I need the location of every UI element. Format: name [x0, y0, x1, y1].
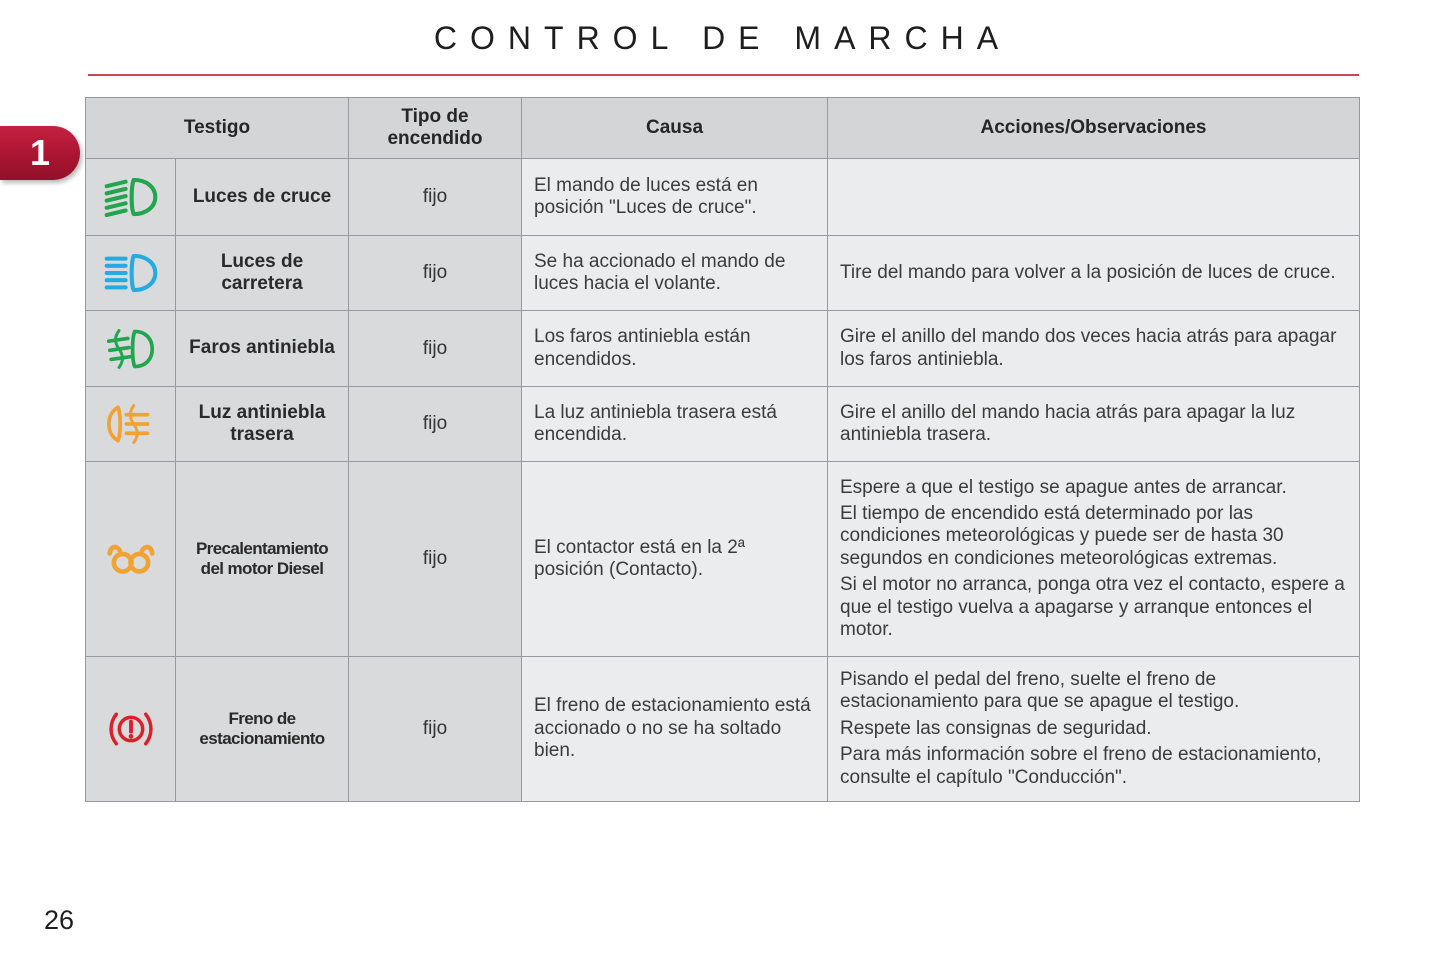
chapter-number: 1 [29, 132, 51, 173]
rear-fog-icon [85, 386, 176, 462]
table-row: Luces de cruce fijo El mando de luces es… [85, 158, 1360, 236]
warning-lights-table: Testigo Tipo de encendido Causa Acciones… [85, 97, 1360, 802]
chapter-tab: 1 [0, 126, 80, 180]
accion-paragraph: Si el motor no arranca, ponga otra vez e… [840, 574, 1345, 641]
table-row: Faros antiniebla fijo Los faros antinieb… [85, 310, 1360, 387]
testigo-label: Freno de estacionamiento [175, 656, 349, 802]
testigo-label: Faros antiniebla [175, 310, 349, 387]
causa-paragraph: Se ha accionado el mando de luces hacia … [534, 250, 786, 294]
causa-text: Se ha accionado el mando de luces hacia … [521, 235, 828, 311]
causa-text: El mando de luces está en posición "Luce… [521, 158, 828, 236]
page-title: CONTROL DE MARCHA [433, 20, 1012, 56]
page-number: 26 [44, 905, 75, 935]
acciones-text: Tire del mando para volver a la posición… [827, 235, 1360, 311]
causa-paragraph: La luz antiniebla trasera está encendida… [534, 401, 777, 445]
tipo-value: fijo [348, 656, 522, 802]
testigo-label: Luces de cruce [175, 158, 349, 236]
causa-paragraph: El contactor está en la 2ª posición (Con… [534, 536, 745, 580]
accion-paragraph: Tire del mando para volver a la posición… [840, 261, 1336, 283]
acciones-text: Pisando el pedal del freno, suelte el fr… [827, 656, 1360, 802]
tipo-value: fijo [348, 158, 522, 236]
causa-paragraph: El freno de estacionamiento está acciona… [534, 695, 811, 762]
title-rule [88, 74, 1359, 76]
table-row: Luces de carretera fijo Se ha accionado … [85, 235, 1360, 311]
front-fog-icon [85, 310, 176, 387]
causa-text: El freno de estacionamiento está acciona… [521, 656, 828, 802]
table-row: Precalentamiento del motor Diesel fijo E… [85, 461, 1360, 657]
causa-text: El contactor está en la 2ª posición (Con… [521, 461, 828, 657]
header-causa: Causa [521, 97, 828, 159]
table-row: Luz antiniebla trasera fijo La luz antin… [85, 386, 1360, 462]
acciones-text: Espere a que el testigo se apague antes … [827, 461, 1360, 657]
parking-brake-icon [85, 656, 176, 802]
header-testigo: Testigo [85, 97, 349, 159]
accion-paragraph: El tiempo de encendido está determinado … [840, 502, 1284, 569]
tipo-value: fijo [348, 235, 522, 311]
testigo-label: Precalentamiento del motor Diesel [175, 461, 349, 657]
accion-paragraph: Espere a que el testigo se apague antes … [840, 476, 1287, 498]
causa-text: Los faros antiniebla están encendidos. [521, 310, 828, 387]
table-row: Freno de estacionamiento fijo El freno d… [85, 656, 1360, 802]
glow-plug-icon [85, 461, 176, 657]
high-beam-icon [85, 235, 176, 311]
tipo-value: fijo [348, 461, 522, 657]
accion-paragraph: Respete las consignas de seguridad. [840, 717, 1152, 739]
acciones-text: Gire el anillo del mando dos veces hacia… [827, 310, 1360, 387]
header-tipo-de-encendido: Tipo de encendido [348, 97, 522, 159]
causa-paragraph: Los faros antiniebla están encendidos. [534, 326, 751, 370]
causa-paragraph: El mando de luces está en posición "Luce… [534, 174, 758, 218]
testigo-label: Luces de carretera [175, 235, 349, 311]
acciones-text: Gire el anillo del mando hacia atrás par… [827, 386, 1360, 462]
accion-paragraph: Para más información sobre el freno de e… [840, 744, 1322, 788]
testigo-label: Luz antiniebla trasera [175, 386, 349, 462]
accion-paragraph: Gire el anillo del mando hacia atrás par… [840, 401, 1296, 445]
low-beam-icon [85, 158, 176, 236]
tipo-value: fijo [348, 386, 522, 462]
table-header-row: Testigo Tipo de encendido Causa Acciones… [85, 97, 1360, 159]
accion-paragraph: Gire el anillo del mando dos veces hacia… [840, 326, 1337, 370]
tipo-value: fijo [348, 310, 522, 387]
accion-paragraph: Pisando el pedal del freno, suelte el fr… [840, 668, 1240, 713]
header-acciones-observaciones: Acciones/Observaciones [827, 97, 1360, 159]
acciones-text [827, 158, 1360, 236]
causa-text: La luz antiniebla trasera está encendida… [521, 386, 828, 462]
